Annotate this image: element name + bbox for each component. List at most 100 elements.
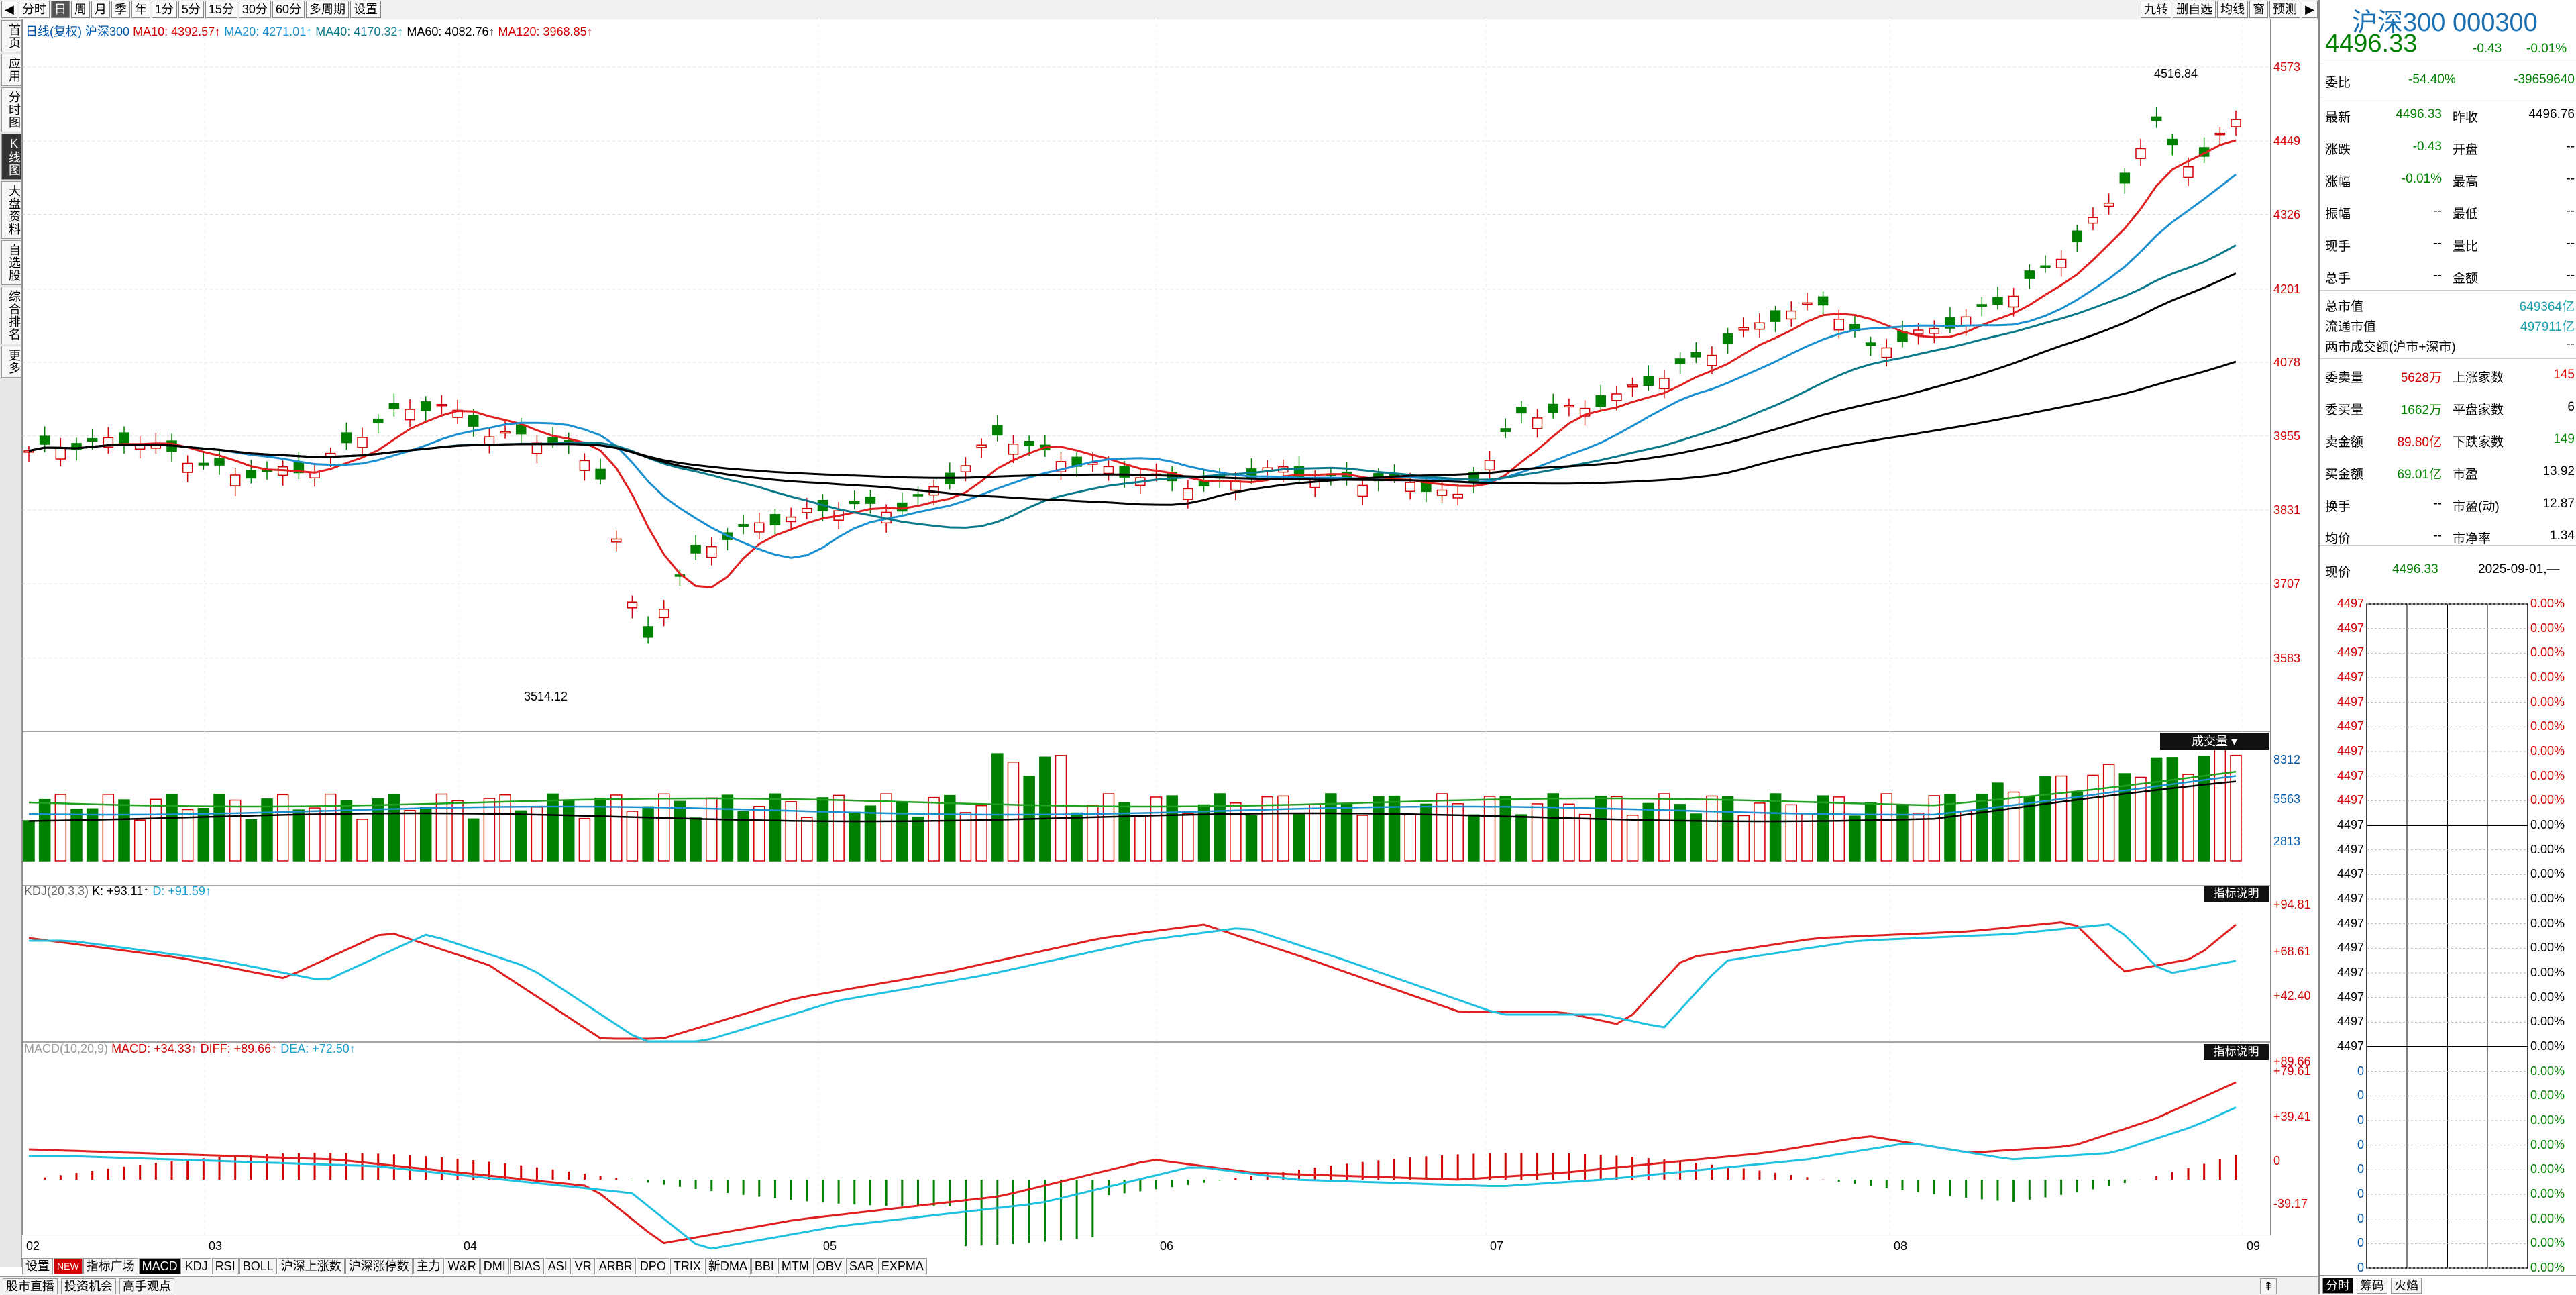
- indicator-tab-16[interactable]: DPO: [636, 1258, 669, 1274]
- kline-chart[interactable]: 02 03 04 05 06 07 08 09 4516.84 3514.12: [22, 19, 2271, 1255]
- period-btn-9[interactable]: 30分: [238, 1, 271, 18]
- indicator-tab-2[interactable]: 指标广场: [83, 1258, 138, 1274]
- indicator-tab-20[interactable]: MTM: [777, 1258, 812, 1274]
- period-btn-0[interactable]: 分时: [18, 1, 50, 18]
- period-btn-8[interactable]: 15分: [205, 1, 237, 18]
- mini-right-label-8: 0.00%: [2530, 793, 2565, 807]
- nav-item-1[interactable]: 应用: [1, 54, 21, 86]
- mini-left-label-15: 4497: [2337, 966, 2364, 979]
- candle-body: [1548, 403, 1558, 413]
- volume-bar: [801, 817, 813, 862]
- mini-right-label-19: 0.00%: [2530, 1064, 2565, 1078]
- mini-right-label-3: 0.00%: [2530, 670, 2565, 684]
- indicator-tab-1[interactable]: NEW: [54, 1258, 83, 1274]
- toolbar-back-icon[interactable]: ◀: [1, 1, 17, 18]
- indicator-tab-7[interactable]: 沪深上涨数: [277, 1258, 345, 1274]
- macd-tick-1: +79.61: [2273, 1064, 2311, 1078]
- quote-row: 总手 -- 金额 --: [2325, 268, 2575, 286]
- indicator-tab-9[interactable]: 主力: [413, 1258, 444, 1274]
- tool-btn-2[interactable]: 均线: [2217, 1, 2249, 18]
- status-item-1[interactable]: 投资机会: [61, 1278, 116, 1294]
- indicator-tab-0[interactable]: 设置: [22, 1258, 53, 1274]
- indicator-tab-22[interactable]: SAR: [845, 1258, 877, 1274]
- panel-tab-0[interactable]: 分时: [2322, 1277, 2353, 1294]
- candle-body: [39, 435, 50, 445]
- tool-btn-0[interactable]: 九转: [2141, 1, 2172, 18]
- status-item-0[interactable]: 股市直播: [3, 1278, 58, 1294]
- indicator-tab-18[interactable]: 新DMA: [704, 1258, 751, 1274]
- float-label: 流通市值: [2325, 320, 2377, 334]
- indicator-tab-23[interactable]: EXPMA: [877, 1258, 927, 1274]
- candle-body: [706, 546, 717, 558]
- now-price: 4496.33: [2392, 562, 2438, 576]
- tool-btn-4[interactable]: 预测: [2269, 1, 2301, 18]
- volume-bar: [769, 793, 782, 862]
- nav-item-5[interactable]: 自选股: [1, 240, 21, 285]
- indicator-tab-5[interactable]: RSI: [211, 1258, 239, 1274]
- nav-item-3[interactable]: K线图: [1, 134, 21, 180]
- period-btn-2[interactable]: 周: [70, 1, 90, 18]
- candle-body: [198, 462, 209, 466]
- volume-bar: [86, 808, 99, 862]
- indicator-tab-13[interactable]: ASI: [544, 1258, 571, 1274]
- candle-body: [1500, 428, 1511, 432]
- period-btn-10[interactable]: 60分: [272, 1, 305, 18]
- period-btn-3[interactable]: 月: [91, 1, 110, 18]
- panel-tab-2[interactable]: 火焰: [2391, 1277, 2422, 1294]
- volume-bar: [1007, 762, 1020, 862]
- volume-bar: [467, 818, 480, 862]
- panel-tab-1[interactable]: 筹码: [2357, 1277, 2387, 1294]
- indicator-tab-11[interactable]: DMI: [480, 1258, 509, 1274]
- indicator-tab-14[interactable]: VR: [571, 1258, 595, 1274]
- indicator-tab-19[interactable]: BBI: [751, 1258, 777, 1274]
- macd-help-badge[interactable]: 指标说明: [2204, 1044, 2269, 1060]
- nav-item-7[interactable]: 更多: [1, 346, 21, 378]
- quote-label: 市盈(动): [2453, 500, 2500, 514]
- candle-body: [1579, 407, 1591, 417]
- period-btn-6[interactable]: 1分: [151, 1, 177, 18]
- volume-badge[interactable]: 成交量 ▾: [2160, 733, 2269, 750]
- legend-name: 沪深300: [85, 25, 130, 38]
- volume-bar: [594, 797, 606, 862]
- candle-body: [2119, 172, 2131, 184]
- tool-btn-3[interactable]: 窗: [2249, 1, 2269, 18]
- indicator-tab-10[interactable]: W&R: [444, 1258, 480, 1274]
- toolbar-forward-icon[interactable]: ▶: [2302, 1, 2318, 18]
- indicator-tab-4[interactable]: KDJ: [181, 1258, 211, 1274]
- x-label-5: 07: [1490, 1239, 1503, 1253]
- nav-item-2[interactable]: 分时图: [1, 87, 21, 132]
- indicator-tab-6[interactable]: BOLL: [239, 1258, 277, 1274]
- period-btn-11[interactable]: 多周期: [305, 1, 349, 18]
- nav-item-0[interactable]: 首页: [1, 20, 21, 52]
- indicator-tab-15[interactable]: ARBR: [595, 1258, 636, 1274]
- candle-body: [1103, 466, 1114, 474]
- pin-icon[interactable]: ⇞: [2259, 1278, 2277, 1294]
- indicator-tab-21[interactable]: OBV: [812, 1258, 845, 1274]
- panel-tabs: 分时 筹码 火焰: [2320, 1275, 2576, 1295]
- period-btn-5[interactable]: 年: [131, 1, 150, 18]
- status-item-2[interactable]: 高手观点: [119, 1278, 174, 1294]
- candle-body: [1690, 352, 1702, 358]
- volume-bar: [1436, 793, 1448, 862]
- volume-bar: [229, 799, 241, 862]
- turnover-label: 两市成交额(沪市+深市): [2325, 340, 2456, 354]
- nav-item-4[interactable]: 大盘资料: [1, 181, 21, 239]
- quote-label: 买金额: [2325, 468, 2364, 482]
- nav-item-6[interactable]: 综合排名: [1, 287, 21, 344]
- kdj-help-badge[interactable]: 指标说明: [2204, 886, 2269, 902]
- candle-body: [1722, 333, 1733, 344]
- indicator-tab-12[interactable]: BIAS: [509, 1258, 544, 1274]
- period-btn-12[interactable]: 设置: [350, 1, 381, 18]
- indicator-tab-3[interactable]: MACD: [138, 1258, 181, 1274]
- quote-row: 均价 -- 市净率 1.34: [2325, 529, 2575, 546]
- period-btn-7[interactable]: 5分: [178, 1, 204, 18]
- indicator-tab-17[interactable]: TRIX: [669, 1258, 704, 1274]
- period-btn-1[interactable]: 日: [50, 1, 70, 18]
- tool-btn-1[interactable]: 删自选: [2173, 1, 2216, 18]
- quote-value: 145: [2553, 368, 2575, 382]
- volume-bar: [578, 817, 591, 862]
- period-btn-4[interactable]: 季: [111, 1, 130, 18]
- quote-row: 振幅 -- 最低 --: [2325, 204, 2575, 221]
- candle-body: [2103, 203, 2114, 207]
- indicator-tab-8[interactable]: 沪深涨停数: [345, 1258, 413, 1274]
